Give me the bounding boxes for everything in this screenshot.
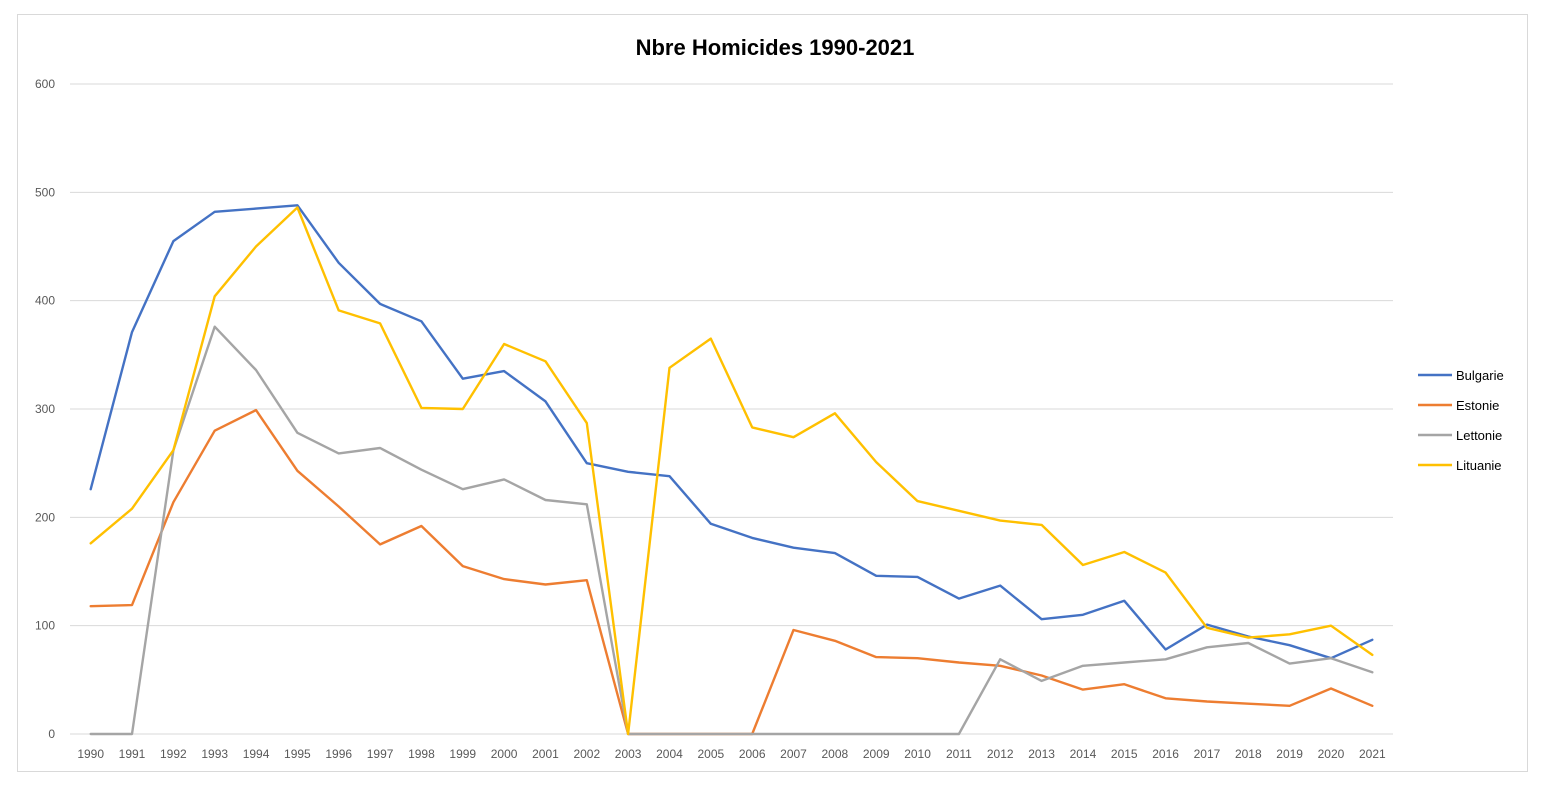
x-tick-label: 1992 — [160, 747, 187, 761]
y-tick-label: 200 — [35, 510, 55, 524]
x-tick-label: 1994 — [243, 747, 270, 761]
x-tick-label: 2021 — [1359, 747, 1386, 761]
x-tick-label: 2006 — [739, 747, 766, 761]
y-tick-label: 400 — [35, 294, 55, 308]
legend-label-estonie: Estonie — [1456, 398, 1499, 413]
x-tick-label: 2015 — [1111, 747, 1138, 761]
legend-label-lituanie: Lituanie — [1456, 458, 1502, 473]
legend: Bulgarie Estonie Lettonie Lituanie — [1418, 368, 1504, 473]
x-tick-label: 1991 — [119, 747, 146, 761]
series-line-lettonie — [89, 325, 1374, 736]
x-axis-ticks: 1990 1991 1992 1993 1994 1995 1996 1997 1998 1999… — [77, 747, 1386, 761]
series-line-estonie — [89, 408, 1374, 736]
x-tick-label: 2018 — [1235, 747, 1262, 761]
y-axis-ticks: 0 100 200 300 400 500 600 — [35, 77, 55, 741]
x-tick-label: 2001 — [532, 747, 559, 761]
x-tick-label: 1996 — [325, 747, 352, 761]
x-tick-label: 2000 — [491, 747, 518, 761]
y-tick-label: 300 — [35, 402, 55, 416]
x-tick-label: 2011 — [946, 747, 972, 761]
x-tick-label: 1993 — [201, 747, 228, 761]
x-tick-label: 2008 — [822, 747, 849, 761]
x-tick-label: 2016 — [1152, 747, 1179, 761]
x-tick-label: 2009 — [863, 747, 890, 761]
x-tick-label: 2019 — [1276, 747, 1303, 761]
y-tick-label: 600 — [35, 77, 55, 91]
x-tick-label: 1990 — [77, 747, 104, 761]
series-line-bulgarie — [89, 204, 1374, 660]
x-tick-label: 2002 — [573, 747, 600, 761]
series-line-lituanie — [89, 206, 1374, 736]
x-tick-label: 1998 — [408, 747, 435, 761]
x-tick-label: 2017 — [1194, 747, 1221, 761]
x-tick-label: 1999 — [449, 747, 476, 761]
chart-frame — [17, 14, 1528, 772]
legend-label-bulgarie: Bulgarie — [1456, 368, 1504, 383]
x-tick-label: 2007 — [780, 747, 807, 761]
x-tick-label: 2012 — [987, 747, 1014, 761]
legend-label-lettonie: Lettonie — [1456, 428, 1502, 443]
y-tick-label: 500 — [35, 185, 55, 199]
chart-title: Nbre Homicides 1990-2021 — [636, 35, 915, 60]
x-tick-label: 2003 — [615, 747, 642, 761]
x-tick-label: 1997 — [367, 747, 394, 761]
y-tick-label: 0 — [48, 727, 55, 741]
x-tick-label: 2004 — [656, 747, 683, 761]
x-tick-label: 1995 — [284, 747, 311, 761]
x-tick-label: 2013 — [1028, 747, 1055, 761]
x-tick-label: 2014 — [1070, 747, 1097, 761]
x-tick-label: 2020 — [1318, 747, 1345, 761]
gridlines — [70, 83, 1393, 735]
y-tick-label: 100 — [35, 619, 55, 633]
x-tick-label: 2005 — [697, 747, 724, 761]
x-tick-label: 2010 — [904, 747, 931, 761]
series-lines — [89, 204, 1374, 736]
